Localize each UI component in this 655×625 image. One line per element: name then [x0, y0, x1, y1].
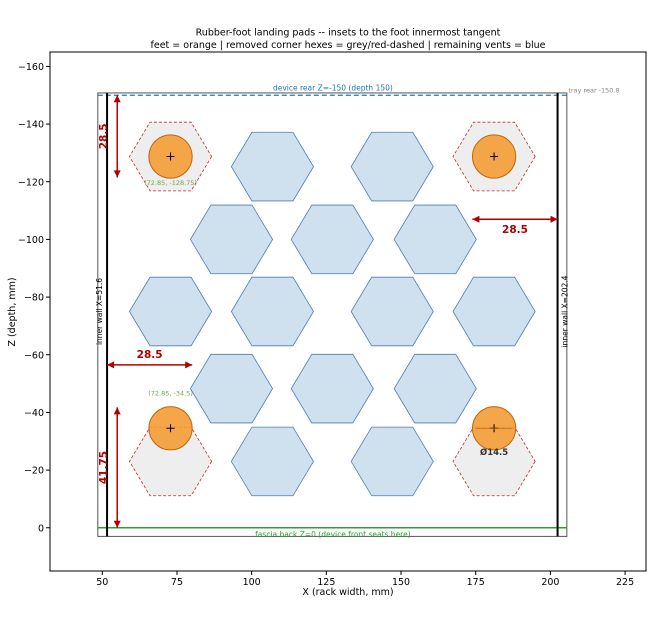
y-tick-label: −120: [18, 177, 44, 188]
y-tick-label: −40: [24, 408, 44, 419]
x-tick-label: 75: [171, 577, 183, 588]
foot-diameter-label: Ø14.5: [480, 447, 508, 458]
chart-title: Rubber-foot landing pads -- insets to th…: [196, 28, 501, 39]
y-tick-label: −60: [24, 350, 44, 361]
y-tick-label: 0: [38, 523, 44, 534]
x-tick-label: 175: [467, 577, 485, 588]
vent-hex: [230, 276, 314, 347]
x-tick-label: 150: [392, 577, 410, 588]
foot-center-mark: [490, 152, 499, 161]
vent-hex: [189, 353, 274, 424]
x-axis-label: X (rack width, mm): [302, 587, 393, 598]
dimension-group: 28.5 28.5 28.5 41.75: [98, 95, 558, 528]
y-tick-label: −140: [18, 120, 44, 131]
vent-hex: [350, 426, 434, 497]
vent-hex: [230, 131, 314, 202]
vent-hex: [393, 353, 477, 424]
x-tick-label: 200: [541, 577, 559, 588]
foot-center-mark: [166, 152, 175, 161]
inner-wall-right-label: inner wall X=202.4: [561, 275, 570, 347]
vent-hex: [189, 204, 274, 275]
axes-frame: [49, 51, 647, 572]
x-tick-label: 100: [243, 577, 261, 588]
vent-hex: [452, 276, 536, 347]
dimension-arrowhead: [113, 407, 121, 415]
plot-area: 28.5 28.5 28.5 41.75 device rear Z=-150 (dep…: [95, 83, 620, 539]
y-axis: 0 −20 −40 −60 −80 −100 −120 −140 −160: [18, 62, 50, 534]
vent-hex: [230, 426, 314, 497]
fascia-label: fascia back Z=0 (device front seats here…: [255, 530, 411, 539]
vent-hex: [350, 276, 434, 347]
y-axis-label: Z (depth, mm): [7, 277, 18, 346]
dimension-label: 41.75: [98, 451, 110, 484]
x-tick-label: 50: [96, 577, 108, 588]
vent-hex: [393, 204, 477, 275]
dimension-arrowhead: [113, 170, 121, 178]
device-rear-label: device rear Z=-150 (depth 150): [273, 83, 393, 92]
foot-center-mark: [166, 424, 175, 433]
dimension-arrowhead: [472, 215, 480, 223]
vent-hex: [290, 353, 374, 424]
chart-subtitle: feet = orange | removed corner hexes = g…: [151, 40, 546, 51]
inner-wall-left-label: inner wall X=51.6: [95, 278, 104, 345]
x-tick-label: 125: [317, 577, 335, 588]
x-axis: 50 75 100 125 150 175 200 225: [96, 571, 634, 588]
vent-hex: [350, 131, 434, 202]
x-tick-label: 225: [616, 577, 634, 588]
dimension-arrowhead: [113, 95, 121, 103]
dimension-label: 28.5: [502, 224, 528, 236]
dimension-label: 28.5: [137, 349, 163, 361]
vent-hex: [129, 276, 213, 347]
dimension-arrowhead: [107, 361, 115, 369]
foot-coordinate-label: (72.85, -34.5): [148, 390, 193, 398]
dimension-arrowhead: [113, 520, 121, 528]
vent-hex: [290, 204, 374, 275]
y-tick-label: −80: [24, 293, 44, 304]
y-tick-label: −160: [18, 62, 44, 73]
dimension-label: 28.5: [98, 123, 110, 149]
dimension-arrowhead: [550, 215, 558, 223]
tray-outline: [97, 92, 568, 537]
dimension-arrowhead: [185, 361, 193, 369]
tray-rear-label: tray rear -150.8: [568, 86, 619, 94]
y-tick-label: −20: [24, 466, 44, 477]
y-tick-label: −100: [18, 235, 44, 246]
foot-coordinate-label: (72.85, -128.75): [144, 179, 197, 187]
